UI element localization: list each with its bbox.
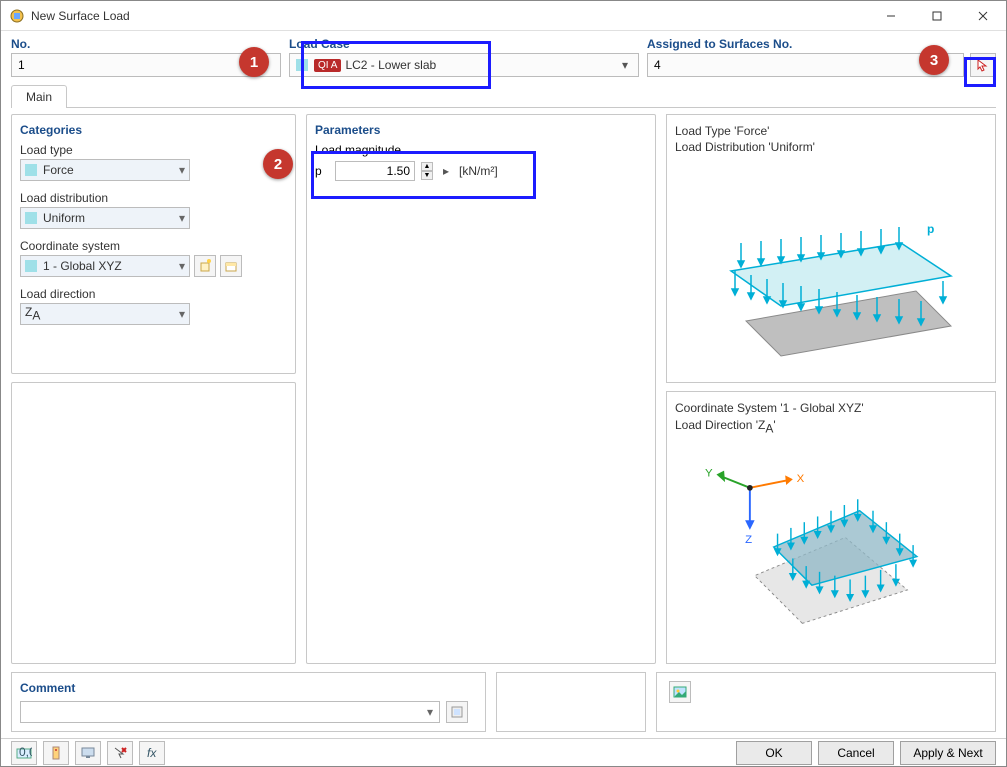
svg-text:fx: fx bbox=[147, 746, 157, 760]
ok-button[interactable]: OK bbox=[736, 741, 812, 765]
magnitude-unit: [kN/m²] bbox=[459, 164, 498, 178]
load-direction-select[interactable]: ZA ▾ bbox=[20, 303, 190, 325]
preview2-line1: Coordinate System '1 - Global XYZ' bbox=[675, 400, 987, 416]
app-icon bbox=[9, 8, 25, 24]
comment-pick-button[interactable] bbox=[446, 701, 468, 723]
parameters-title: Parameters bbox=[315, 123, 647, 137]
chevron-down-icon: ▾ bbox=[179, 307, 185, 321]
svg-text:Z: Z bbox=[745, 534, 752, 546]
coord-system-value: 1 - Global XYZ bbox=[43, 259, 122, 273]
load-type-value: Force bbox=[43, 163, 74, 177]
step-badge-1: 1 bbox=[239, 47, 269, 77]
load-distribution-select[interactable]: Uniform ▾ bbox=[20, 207, 190, 229]
function-button[interactable]: fx bbox=[139, 741, 165, 765]
categories-title: Categories bbox=[20, 123, 287, 137]
window-title: New Surface Load bbox=[31, 9, 868, 23]
lc-color-swatch bbox=[296, 59, 308, 71]
load-dist-swatch bbox=[25, 212, 37, 224]
load-type-select[interactable]: Force ▾ bbox=[20, 159, 190, 181]
svg-text:Y: Y bbox=[705, 468, 713, 480]
chevron-down-icon: ▾ bbox=[179, 211, 185, 225]
magnitude-symbol: p bbox=[315, 164, 329, 178]
info-button[interactable] bbox=[43, 741, 69, 765]
play-icon[interactable]: ▸ bbox=[439, 164, 453, 178]
cancel-button[interactable]: Cancel bbox=[818, 741, 894, 765]
chevron-down-icon: ▾ bbox=[179, 259, 185, 273]
load-type-swatch bbox=[25, 164, 37, 176]
preview1-p-label: p bbox=[927, 222, 934, 236]
coord-system-label: Coordinate system bbox=[20, 239, 287, 253]
empty-panel bbox=[11, 382, 296, 664]
load-direction-value: ZA bbox=[25, 305, 40, 322]
minimize-button[interactable] bbox=[868, 1, 914, 31]
comment-panel: Comment ▾ bbox=[11, 672, 486, 732]
chevron-down-icon: ▾ bbox=[421, 705, 439, 719]
spin-down-icon[interactable]: ▼ bbox=[421, 171, 433, 180]
close-button[interactable] bbox=[960, 1, 1006, 31]
comment-title: Comment bbox=[20, 681, 477, 695]
assigned-input[interactable] bbox=[654, 58, 957, 72]
svg-text:0,00: 0,00 bbox=[19, 746, 32, 759]
load-type-label: Load type bbox=[20, 143, 287, 157]
load-distribution-value: Uniform bbox=[43, 211, 85, 225]
preview-image-button[interactable] bbox=[669, 681, 691, 703]
preview-coord-system: Coordinate System '1 - Global XYZ' Coord… bbox=[666, 391, 996, 664]
magnitude-input[interactable] bbox=[335, 161, 415, 181]
load-case-label: Load Case bbox=[289, 37, 639, 51]
preview-tools-panel bbox=[656, 672, 996, 732]
parameters-panel: Parameters Load magnitude p ▲ ▼ ▸ [kN/m²… bbox=[306, 114, 656, 664]
coord-library-button[interactable] bbox=[220, 255, 242, 277]
pick-surface-button[interactable] bbox=[970, 53, 996, 77]
tab-main[interactable]: Main bbox=[11, 85, 67, 108]
magnitude-spinner[interactable]: ▲ ▼ bbox=[421, 162, 433, 180]
step-badge-3: 3 bbox=[919, 45, 949, 75]
coord-swatch bbox=[25, 260, 37, 272]
spin-up-icon[interactable]: ▲ bbox=[421, 162, 433, 171]
comment-combobox[interactable]: ▾ bbox=[20, 701, 440, 723]
categories-panel: Categories Load type Force ▾ Load distri… bbox=[11, 114, 296, 374]
maximize-button[interactable] bbox=[914, 1, 960, 31]
units-button[interactable]: 0,00 bbox=[11, 741, 37, 765]
load-direction-label: Load direction bbox=[20, 287, 287, 301]
preview1-line2: Load Distribution 'Uniform' bbox=[675, 139, 987, 155]
preview1-line1: Load Type 'Force' bbox=[675, 123, 987, 139]
new-coord-button[interactable] bbox=[194, 255, 216, 277]
display-button[interactable] bbox=[75, 741, 101, 765]
svg-text:X: X bbox=[797, 473, 805, 485]
load-distribution-label: Load distribution bbox=[20, 191, 287, 205]
tab-strip: Main bbox=[1, 79, 1006, 108]
apply-next-button[interactable]: Apply & Next bbox=[900, 741, 996, 765]
dialog-footer: 0,00 fx OK Cancel Apply & Next bbox=[1, 738, 1006, 766]
preview-load-type: Load Type 'Force' Load Distribution 'Uni… bbox=[666, 114, 996, 383]
titlebar: New Surface Load bbox=[1, 1, 1006, 31]
lc-text: LC2 - Lower slab bbox=[345, 58, 436, 72]
coord-system-select[interactable]: 1 - Global XYZ ▾ bbox=[20, 255, 190, 277]
chevron-down-icon: ▾ bbox=[179, 163, 185, 177]
header-row: No. Load Case QI A LC2 - Lower slab ▾ As… bbox=[1, 31, 1006, 79]
load-case-dropdown[interactable]: QI A LC2 - Lower slab ▾ bbox=[289, 53, 639, 77]
assigned-input-wrap[interactable] bbox=[647, 53, 964, 77]
magnitude-label: Load magnitude bbox=[315, 143, 401, 157]
preview2-line2: Coordinate System '1 - Global XYZ' Load … bbox=[675, 417, 987, 437]
chevron-down-icon: ▾ bbox=[618, 58, 632, 72]
no-label: No. bbox=[11, 37, 281, 51]
mid-bottom-panel bbox=[496, 672, 646, 732]
delete-button[interactable] bbox=[107, 741, 133, 765]
step-badge-2: 2 bbox=[263, 149, 293, 179]
no-input[interactable] bbox=[18, 58, 274, 72]
lc-badge: QI A bbox=[314, 59, 341, 72]
